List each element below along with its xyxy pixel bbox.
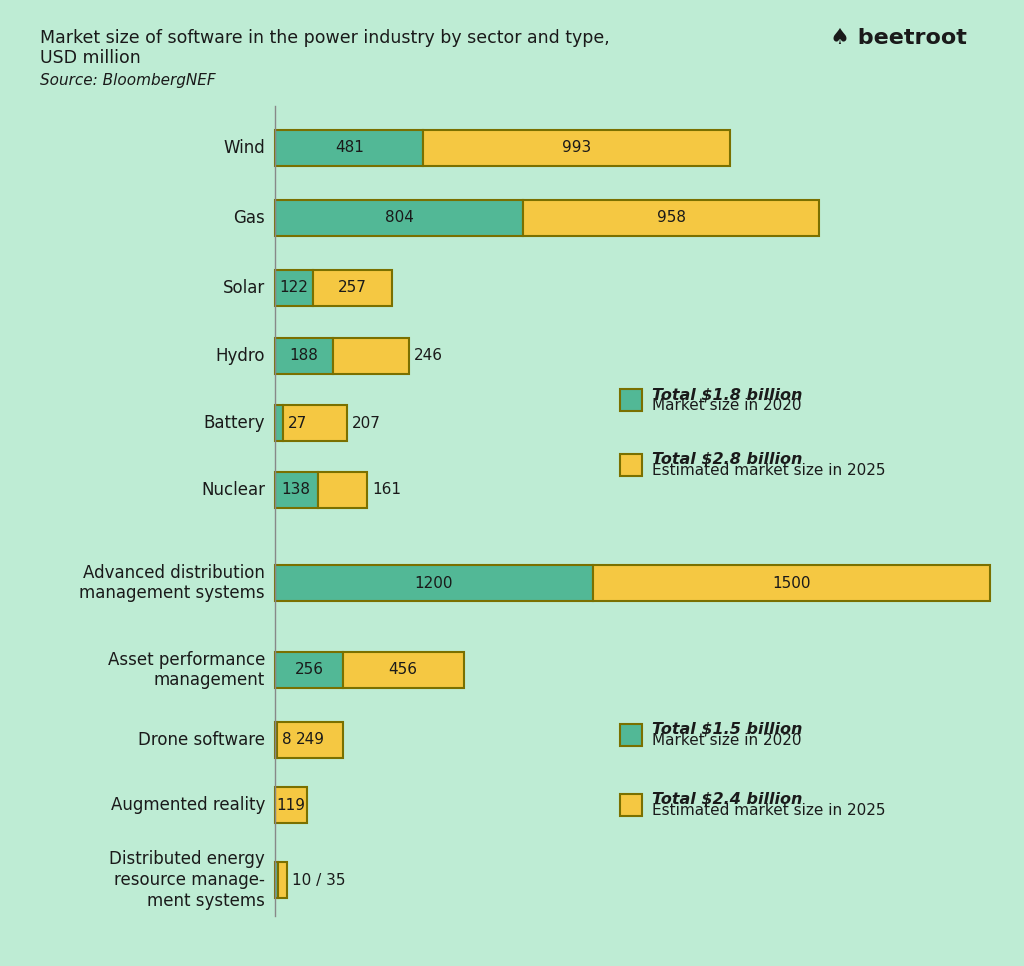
Text: 207: 207: [352, 415, 381, 431]
Text: 804: 804: [385, 211, 414, 225]
Text: Battery: Battery: [204, 414, 265, 432]
Text: 138: 138: [282, 482, 311, 497]
Text: Solar: Solar: [223, 279, 265, 297]
Text: Nuclear: Nuclear: [201, 481, 265, 499]
Text: 1200: 1200: [415, 576, 454, 590]
Bar: [523, 200, 819, 236]
Text: Estimated market size in 2025: Estimated market size in 2025: [652, 803, 886, 818]
Bar: [275, 405, 284, 441]
Text: Market size in 2020: Market size in 2020: [652, 398, 802, 413]
Text: Advanced distribution
management systems: Advanced distribution management systems: [80, 563, 265, 603]
Text: Gas: Gas: [233, 209, 265, 227]
Text: 481: 481: [335, 140, 364, 156]
Bar: [333, 338, 409, 374]
Text: Estimated market size in 2025: Estimated market size in 2025: [652, 463, 886, 478]
Text: 456: 456: [389, 663, 418, 677]
Text: ♠ beetroot: ♠ beetroot: [830, 28, 967, 48]
Text: Hydro: Hydro: [215, 347, 265, 365]
Bar: [275, 652, 343, 688]
Bar: [317, 472, 368, 508]
Bar: [275, 722, 278, 758]
Bar: [620, 454, 642, 476]
Bar: [278, 862, 287, 898]
Bar: [275, 472, 317, 508]
Bar: [343, 652, 464, 688]
Text: 257: 257: [338, 280, 367, 296]
Bar: [275, 338, 333, 374]
Bar: [275, 200, 523, 236]
Text: Source: BloombergNEF: Source: BloombergNEF: [40, 72, 216, 88]
Bar: [620, 794, 642, 816]
Text: 8: 8: [283, 732, 292, 748]
Text: Total $2.4 billion: Total $2.4 billion: [652, 792, 803, 807]
Text: Distributed energy
resource manage-
ment systems: Distributed energy resource manage- ment…: [110, 850, 265, 910]
Text: Augmented reality: Augmented reality: [111, 796, 265, 814]
Text: 256: 256: [294, 663, 324, 677]
Text: 249: 249: [296, 732, 325, 748]
Bar: [312, 270, 392, 306]
Text: 993: 993: [562, 140, 592, 156]
Bar: [284, 405, 347, 441]
Text: Market size of software in the power industry by sector and type,: Market size of software in the power ind…: [40, 29, 609, 47]
Text: Market size in 2020: Market size in 2020: [652, 733, 802, 748]
Bar: [275, 130, 424, 166]
Text: 119: 119: [276, 798, 305, 812]
Text: 246: 246: [414, 349, 443, 363]
Text: 958: 958: [656, 211, 685, 225]
Text: Drone software: Drone software: [138, 731, 265, 749]
Text: 188: 188: [290, 349, 318, 363]
Text: Total $1.8 billion: Total $1.8 billion: [652, 387, 803, 402]
Bar: [275, 270, 312, 306]
Bar: [593, 565, 990, 601]
Text: 27: 27: [289, 415, 307, 431]
Text: 161: 161: [373, 482, 401, 497]
Text: 122: 122: [280, 280, 308, 296]
Bar: [275, 565, 593, 601]
Text: Total $1.5 billion: Total $1.5 billion: [652, 722, 803, 737]
Text: Wind: Wind: [223, 139, 265, 157]
Bar: [424, 130, 730, 166]
Bar: [620, 724, 642, 746]
Bar: [275, 787, 306, 823]
Text: Asset performance
management: Asset performance management: [108, 650, 265, 690]
Text: 10 / 35: 10 / 35: [292, 872, 345, 888]
Bar: [275, 862, 278, 898]
Bar: [620, 389, 642, 411]
Text: Total $2.8 billion: Total $2.8 billion: [652, 452, 803, 467]
Bar: [278, 722, 343, 758]
Text: 1500: 1500: [772, 576, 811, 590]
Text: USD million: USD million: [40, 49, 140, 67]
